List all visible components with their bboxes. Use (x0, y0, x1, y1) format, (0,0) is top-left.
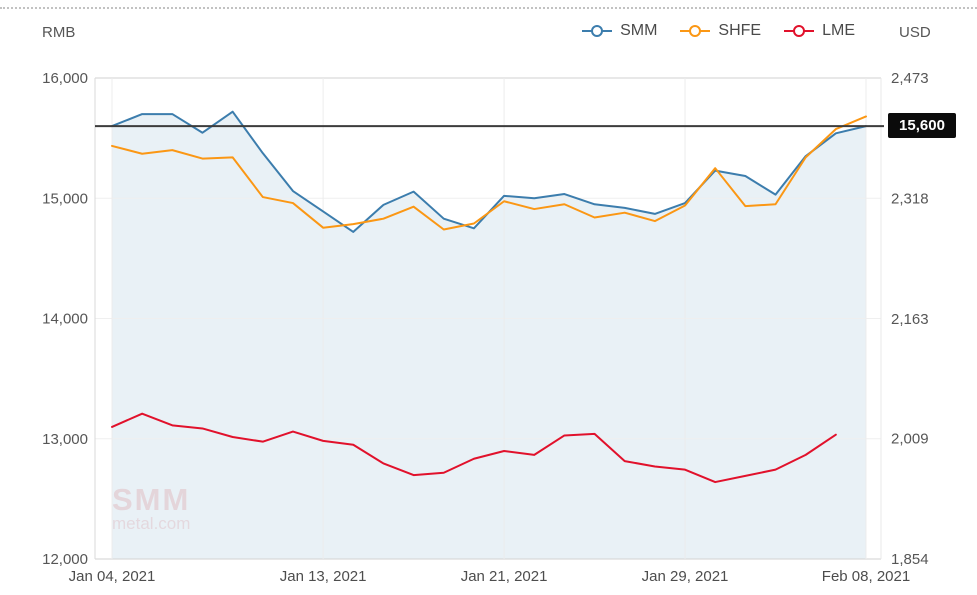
x-tick-label: Feb 08, 2021 (822, 568, 910, 585)
y-tick-label-left: 15,000 (42, 190, 88, 207)
y-tick-label-left: 13,000 (42, 431, 88, 448)
lme-line (111, 412, 837, 484)
legend-item-lme[interactable]: LME (783, 22, 855, 40)
legend-label-shfe: SHFE (718, 22, 762, 39)
shfe-line (111, 115, 867, 231)
right-axis-unit-label: USD (899, 24, 931, 41)
x-tick-label: Jan 13, 2021 (280, 568, 367, 585)
x-tick-label: Jan 29, 2021 (642, 568, 729, 585)
legend-item-shfe[interactable]: SHFE (679, 22, 761, 40)
y-tick-label-right: 2,318 (891, 190, 929, 207)
smm-area-fill (112, 111, 866, 560)
reference-price-badge: 15,600 (888, 113, 956, 138)
smm-legend-marker (582, 25, 613, 37)
legend-label-smm: SMM (620, 22, 658, 39)
y-tick-label-left: 14,000 (42, 311, 88, 328)
legend: SMM SHFE LME (581, 22, 855, 40)
y-tick-label-left: 12,000 (42, 551, 88, 568)
y-tick-label-left: 16,000 (42, 70, 88, 87)
y-tick-label-right: 2,009 (891, 431, 929, 448)
lme-legend-marker (784, 25, 815, 37)
y-tick-label-right: 1,854 (891, 551, 929, 568)
top-dashed-divider (0, 7, 977, 9)
x-tick-label: Jan 21, 2021 (461, 568, 548, 585)
y-tick-label-right: 2,473 (891, 70, 929, 87)
legend-label-lme: LME (822, 22, 855, 39)
left-axis-unit-label: RMB (42, 24, 76, 41)
legend-item-smm[interactable]: SMM (581, 22, 657, 40)
y-tick-label-right: 2,163 (891, 311, 929, 328)
shfe-legend-marker (680, 25, 711, 37)
x-tick-label: Jan 04, 2021 (69, 568, 156, 585)
